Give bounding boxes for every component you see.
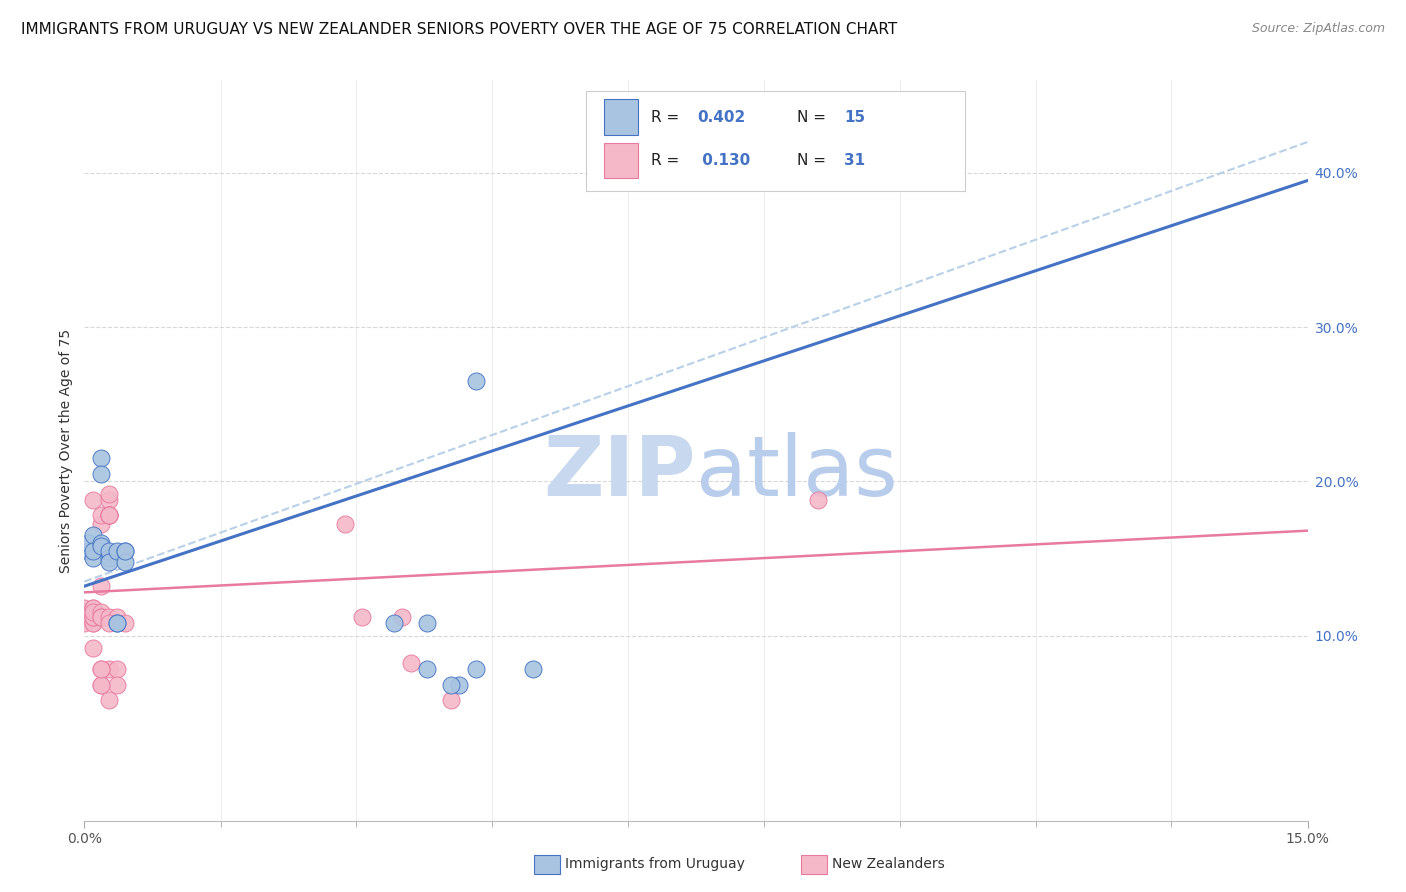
FancyBboxPatch shape bbox=[605, 99, 638, 135]
Point bbox=[97, 486, 120, 500]
Point bbox=[105, 543, 128, 558]
Point bbox=[440, 693, 463, 707]
Point bbox=[90, 536, 112, 550]
Point bbox=[90, 508, 112, 523]
Point bbox=[464, 374, 486, 388]
Text: 15: 15 bbox=[844, 110, 865, 125]
Point bbox=[97, 543, 120, 558]
Text: R =: R = bbox=[651, 153, 683, 168]
Text: 31: 31 bbox=[844, 153, 865, 168]
FancyBboxPatch shape bbox=[586, 91, 965, 191]
Text: ZIP: ZIP bbox=[544, 432, 696, 513]
Point bbox=[97, 555, 120, 569]
Point bbox=[77, 543, 100, 558]
Point bbox=[105, 616, 128, 631]
Point bbox=[416, 663, 439, 677]
Point bbox=[82, 606, 104, 620]
Point bbox=[82, 543, 104, 558]
Point bbox=[114, 543, 136, 558]
Text: Immigrants from Uruguay: Immigrants from Uruguay bbox=[565, 857, 745, 871]
Point bbox=[97, 492, 120, 507]
Text: New Zealanders: New Zealanders bbox=[832, 857, 945, 871]
Point bbox=[82, 616, 104, 631]
Point bbox=[82, 600, 104, 615]
Point bbox=[90, 606, 112, 620]
Point bbox=[82, 600, 104, 615]
Point bbox=[90, 451, 112, 466]
Point bbox=[335, 517, 357, 532]
Point bbox=[73, 600, 96, 615]
Point bbox=[82, 610, 104, 624]
Text: R =: R = bbox=[651, 110, 683, 125]
Point bbox=[449, 678, 471, 692]
FancyBboxPatch shape bbox=[605, 143, 638, 178]
Point bbox=[73, 610, 96, 624]
Point bbox=[114, 555, 136, 569]
Point bbox=[105, 616, 128, 631]
Point bbox=[90, 610, 112, 624]
Point bbox=[82, 610, 104, 624]
Point bbox=[73, 616, 96, 631]
Point bbox=[522, 663, 544, 677]
Point bbox=[464, 663, 486, 677]
Point bbox=[97, 508, 120, 523]
Text: atlas: atlas bbox=[696, 432, 897, 513]
Text: Source: ZipAtlas.com: Source: ZipAtlas.com bbox=[1251, 22, 1385, 36]
Point bbox=[82, 616, 104, 631]
Point bbox=[82, 551, 104, 566]
Point bbox=[90, 610, 112, 624]
Point bbox=[90, 663, 112, 677]
Point bbox=[97, 551, 120, 566]
Point bbox=[90, 517, 112, 532]
Point bbox=[391, 610, 413, 624]
Point bbox=[382, 616, 405, 631]
Point bbox=[82, 528, 104, 542]
Point bbox=[97, 610, 120, 624]
Point bbox=[350, 610, 373, 624]
Point bbox=[114, 616, 136, 631]
Text: N =: N = bbox=[797, 153, 831, 168]
Text: 0.130: 0.130 bbox=[697, 153, 751, 168]
Point bbox=[90, 467, 112, 481]
Point bbox=[97, 508, 120, 523]
Point bbox=[77, 536, 100, 550]
Point bbox=[90, 663, 112, 677]
Point bbox=[440, 678, 463, 692]
Point bbox=[807, 492, 830, 507]
Text: IMMIGRANTS FROM URUGUAY VS NEW ZEALANDER SENIORS POVERTY OVER THE AGE OF 75 CORR: IMMIGRANTS FROM URUGUAY VS NEW ZEALANDER… bbox=[21, 22, 897, 37]
Point bbox=[82, 640, 104, 655]
Point bbox=[90, 539, 112, 553]
Point bbox=[90, 678, 112, 692]
Point bbox=[97, 693, 120, 707]
Point bbox=[97, 663, 120, 677]
Point bbox=[90, 579, 112, 593]
Point bbox=[114, 543, 136, 558]
Point bbox=[105, 663, 128, 677]
Text: 0.402: 0.402 bbox=[697, 110, 745, 125]
Point bbox=[416, 616, 439, 631]
Point bbox=[399, 657, 422, 671]
Point bbox=[97, 616, 120, 631]
Point bbox=[90, 678, 112, 692]
Point bbox=[73, 606, 96, 620]
Point bbox=[82, 492, 104, 507]
Text: N =: N = bbox=[797, 110, 831, 125]
Point bbox=[105, 610, 128, 624]
Point bbox=[97, 508, 120, 523]
Point bbox=[105, 678, 128, 692]
Y-axis label: Seniors Poverty Over the Age of 75: Seniors Poverty Over the Age of 75 bbox=[59, 328, 73, 573]
Point bbox=[97, 508, 120, 523]
